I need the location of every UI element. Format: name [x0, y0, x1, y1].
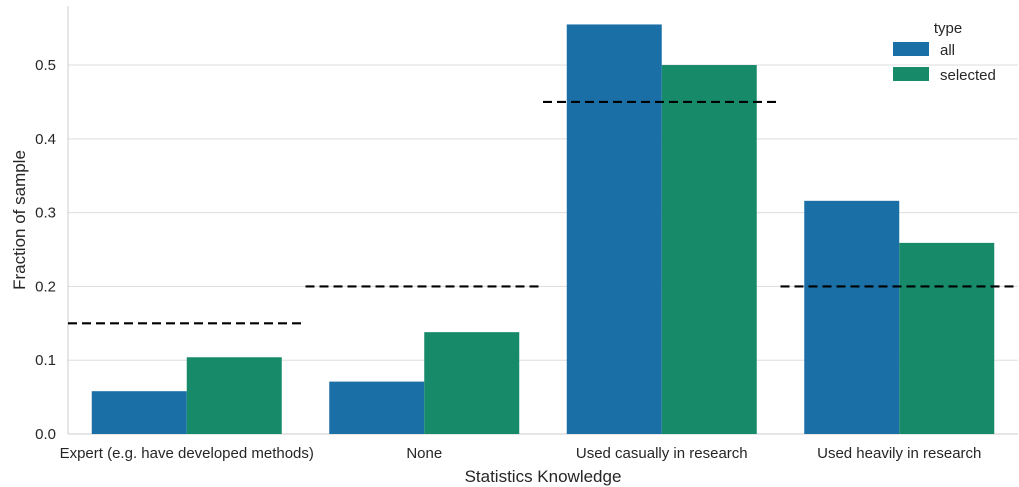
bar-selected-1 — [424, 332, 519, 434]
y-tick-labels: 0.0 0.1 0.2 0.3 0.4 0.5 — [35, 57, 56, 443]
legend-title: type — [934, 20, 962, 37]
bar-all-2 — [567, 24, 662, 434]
legend-swatch-selected — [893, 67, 929, 81]
x-axis-label: Statistics Knowledge — [465, 467, 622, 486]
x-tick-label: Used casually in research — [576, 445, 748, 462]
bar-selected-2 — [662, 65, 757, 434]
x-tick-label: None — [406, 445, 442, 462]
legend-label-selected: selected — [940, 67, 996, 84]
y-tick-label: 0.1 — [35, 352, 56, 369]
y-axis-label: Fraction of sample — [10, 150, 29, 290]
legend: type all selected — [893, 20, 996, 84]
y-tick-label: 0.0 — [35, 426, 56, 443]
x-tick-label: Expert (e.g. have developed methods) — [60, 445, 314, 462]
bar-all-1 — [329, 382, 424, 434]
x-tick-labels: Expert (e.g. have developed methods) None… — [60, 445, 982, 462]
bar-all-3 — [804, 201, 899, 434]
bar-selected-0 — [187, 357, 282, 434]
y-tick-label: 0.2 — [35, 278, 56, 295]
bar-selected-3 — [899, 243, 994, 434]
x-tick-label: Used heavily in research — [817, 445, 981, 462]
legend-swatch-all — [893, 42, 929, 56]
bars — [92, 24, 995, 434]
y-tick-label: 0.4 — [35, 131, 56, 148]
bar-all-0 — [92, 391, 187, 434]
y-tick-label: 0.5 — [35, 57, 56, 74]
legend-label-all: all — [940, 42, 955, 59]
y-tick-label: 0.3 — [35, 205, 56, 222]
